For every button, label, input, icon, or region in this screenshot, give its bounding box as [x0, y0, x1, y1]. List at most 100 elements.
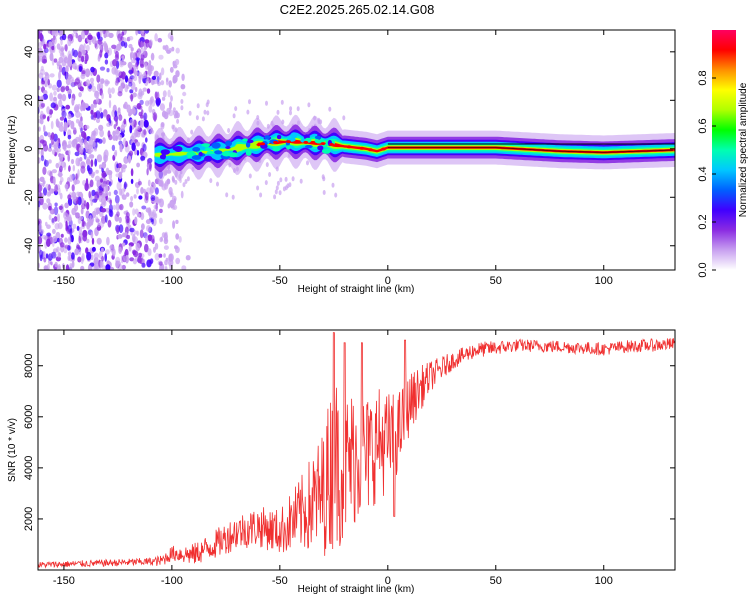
spectrogram-noise-cell [147, 99, 153, 105]
spectrogram-ytick-label: -20 [23, 189, 35, 205]
snr-xtick-label: -100 [161, 575, 183, 587]
spectrogram-noise-cell [159, 198, 164, 208]
colorbar-tick-label: 0.0 [697, 262, 709, 277]
spectrogram-noise-cell [119, 143, 123, 153]
spectrogram-noise-cell [114, 54, 119, 61]
spectrogram-ridge-blob [247, 139, 254, 144]
spectrogram-noise-cell [171, 46, 175, 52]
spectrogram-ridge-blob [191, 155, 202, 160]
spectrogram-noise-cell [274, 189, 278, 195]
spectrogram-noise-cell [135, 30, 138, 36]
spectrogram-noise-cell [195, 115, 199, 121]
spectrogram-noise-cell [65, 65, 69, 73]
spectrogram-noise-cell [38, 236, 43, 245]
spectrogram-noise-cell [163, 245, 169, 251]
spectrogram-noise-cell [94, 147, 97, 152]
spectrogram-noise-cell [61, 110, 67, 118]
spectrogram-noise-cell [102, 137, 106, 145]
spectrogram-noise-cell [38, 118, 42, 124]
spectrogram-noise-cell [53, 58, 58, 63]
spectrogram-noise-cell [190, 129, 194, 135]
spectrogram-noise-cell [137, 255, 142, 264]
spectrogram-noise-cell [115, 173, 121, 178]
spectrogram-noise-cell [145, 191, 149, 201]
spectrogram-ridge-blob [160, 149, 170, 155]
spectrogram-noise-cell [103, 154, 109, 163]
spectrogram-noise-cell [154, 252, 160, 261]
spectrogram-noise-cell [123, 181, 127, 190]
spectrogram-noise-cell [99, 30, 103, 37]
spectrogram-noise-cell [71, 97, 75, 106]
snr-ylabel: SNR (10 * v/v) [7, 418, 18, 482]
spectrogram-noise-cell [100, 247, 104, 253]
spectrogram-noise-cell [139, 99, 144, 105]
spectrogram-noise-cell [57, 213, 60, 223]
spectrogram-noise-cell [65, 104, 71, 110]
spectrogram-noise-cell [64, 237, 68, 243]
spectrogram-noise-cell [77, 256, 82, 263]
spectrogram-noise-cell [111, 144, 116, 152]
spectrogram-noise-cell [49, 92, 53, 102]
spectrogram-noise-cell [131, 107, 136, 115]
spectrogram-noise-cell [76, 191, 81, 196]
spectrogram-noise-cell [80, 165, 86, 174]
spectrogram-noise-cell [164, 44, 169, 52]
spectrogram-noise-cell [114, 110, 118, 117]
spectrogram-noise-cell [54, 261, 58, 268]
spectrogram-noise-cell [146, 225, 151, 232]
spectrogram-noise-cell [67, 53, 73, 63]
spectrogram-noise-cell [139, 119, 144, 128]
spectrogram-marks [38, 30, 675, 270]
spectrogram-ridge-blob [159, 154, 165, 160]
spectrogram-noise-cell [56, 139, 59, 148]
spectrogram-noise-cell [157, 81, 162, 86]
spectrogram-noise-cell [331, 182, 335, 188]
spectrogram-ridge-blob [290, 132, 298, 139]
spectrogram-noise-cell [81, 70, 86, 75]
spectrogram-noise-cell [99, 259, 104, 268]
spectrogram-noise-cell [116, 43, 121, 52]
spectrogram-noise-cell [57, 93, 63, 100]
spectrogram-ridge-blob [225, 140, 232, 147]
spectrogram-noise-cell [129, 118, 135, 126]
spectrogram-noise-cell [158, 54, 164, 60]
spectrogram-noise-cell [67, 251, 72, 256]
spectrogram-noise-cell [168, 253, 173, 262]
spectrogram-noise-cell [47, 30, 51, 34]
spectrogram-noise-cell [77, 51, 82, 58]
spectrogram-noise-cell [209, 178, 213, 184]
spectrogram-noise-cell [91, 189, 96, 197]
spectrogram-noise-cell [96, 96, 100, 104]
spectrogram-noise-cell [40, 155, 45, 162]
spectrogram-noise-cell [155, 97, 161, 106]
spectrogram-noise-cell [159, 72, 162, 81]
spectrogram-noise-cell [71, 184, 75, 192]
spectrogram-xtick-label: 100 [595, 275, 613, 287]
spectrogram-noise-cell [133, 230, 138, 235]
spectrogram-noise-cell [67, 134, 72, 140]
spectrogram-noise-cell [91, 171, 96, 176]
spectrogram-noise-cell [54, 184, 58, 193]
spectrogram-noise-cell [103, 199, 107, 207]
spectrogram-noise-cell [120, 40, 126, 47]
spectrogram-noise-cell [306, 160, 309, 166]
spectrogram-noise-cell [307, 102, 311, 108]
spectrogram-noise-cell [144, 30, 150, 34]
spectrogram-noise-cell [65, 72, 69, 81]
spectrogram-ridge-blob [314, 138, 325, 144]
spectrogram-noise-cell [138, 195, 143, 200]
spectrogram-noise-cell [163, 111, 169, 120]
spectrogram-noise-cell [85, 44, 90, 52]
spectrogram-noise-cell [116, 70, 122, 77]
spectrogram-noise-cell [56, 120, 61, 129]
spectrogram-noise-cell [65, 220, 68, 229]
spectrogram-noise-cell [132, 92, 137, 98]
spectrogram-peak [359, 146, 365, 150]
spectrogram-noise-cell [77, 169, 80, 178]
spectrogram-noise-cell [67, 38, 72, 47]
spectrogram-noise-cell [73, 81, 79, 86]
spectrogram-noise-cell [279, 177, 283, 183]
spectrogram-noise-cell [95, 208, 99, 216]
spectrogram-ridge-blob [167, 157, 175, 162]
spectrogram-noise-cell [148, 60, 152, 66]
